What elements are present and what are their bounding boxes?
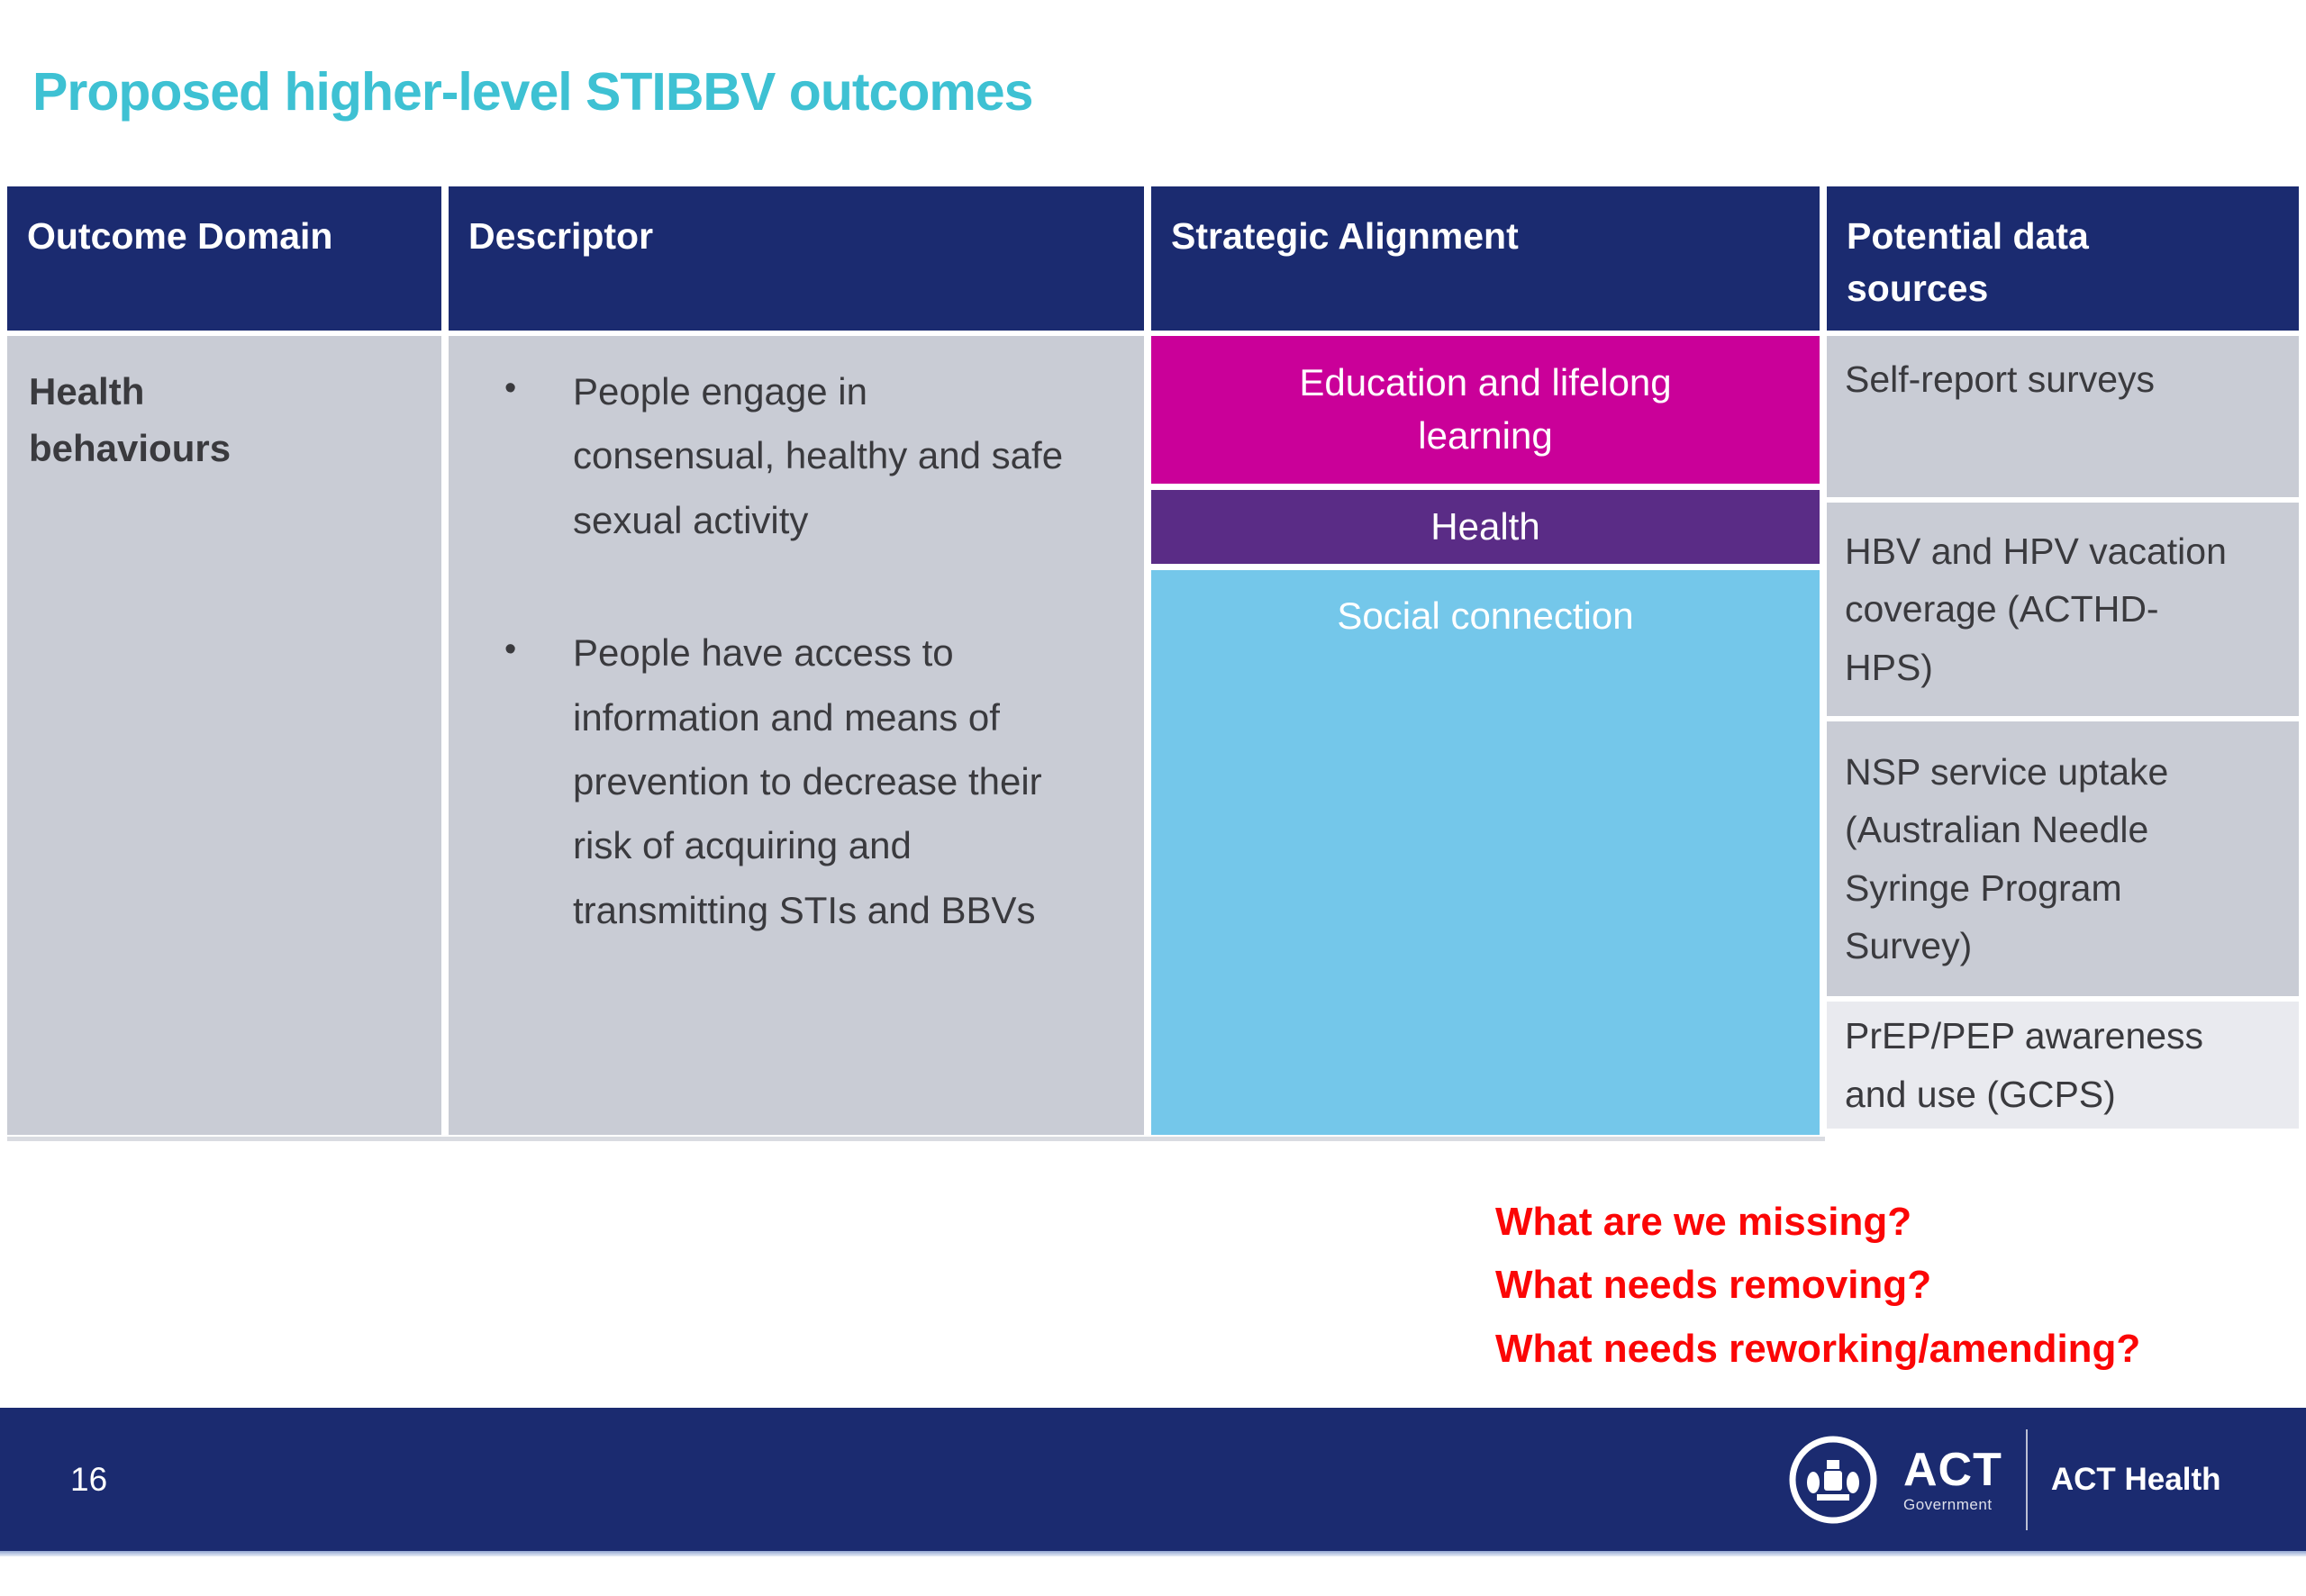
strategic-box-education: Education and lifelong learning (1151, 336, 1820, 484)
data-source-self-report-label: Self-report surveys (1845, 358, 2156, 400)
data-source-hbv-hpv: HBV and HPV vacation coverage (ACTHD-HPS… (1827, 503, 2299, 716)
table-bottom-border (7, 1137, 1825, 1141)
data-source-nsp: NSP service uptake (Australian Needle Sy… (1827, 721, 2299, 996)
header-outcome-domain-label: Outcome Domain (27, 215, 333, 257)
strategic-box-social-connection: Social connection (1151, 570, 1820, 1135)
outcomes-table: Outcome Domain Descriptor Strategic Alig… (7, 186, 2299, 1135)
act-coat-of-arms-icon (1789, 1436, 1877, 1523)
page-title: Proposed higher-level STIBBV outcomes (32, 61, 1033, 122)
logo-divider (2025, 1428, 2028, 1530)
outcome-domain-value: Health behaviours (29, 370, 232, 469)
data-source-nsp-label: NSP service uptake (Australian Needle Sy… (1845, 750, 2169, 966)
header-descriptor-label: Descriptor (468, 215, 654, 257)
act-wordmark: ACT Government (1903, 1446, 2002, 1512)
act-wordmark-act: ACT (1903, 1444, 2002, 1496)
question-line-1: What are we missing? (1495, 1200, 1912, 1244)
question-line-3: What needs reworking/amending? (1495, 1326, 2141, 1371)
header-outcome-domain: Outcome Domain (7, 186, 441, 331)
footer-accent-line (0, 1551, 2306, 1556)
discussion-questions: What are we missing? What needs removing… (1495, 1191, 2140, 1381)
data-source-hbv-hpv-label: HBV and HPV vacation coverage (ACTHD-HPS… (1845, 530, 2227, 688)
act-government-logo: ACT Government ACT Health (1786, 1408, 2221, 1551)
header-potential-data-sources: Potential data sources (1827, 186, 2299, 331)
header-strategic-alignment: Strategic Alignment (1151, 186, 1820, 331)
data-source-prep-pep: PrEP/PEP awareness and use (GCPS) (1827, 1002, 2299, 1129)
header-potential-data-sources-label: Potential data sources (1847, 215, 2089, 310)
strategic-box-education-label: Education and lifelong learning (1299, 361, 1672, 457)
cell-outcome-domain: Health behaviours (7, 336, 441, 1135)
act-wordmark-government: Government (1903, 1496, 1993, 1513)
cell-descriptor: People engage in consensual, healthy and… (449, 336, 1144, 1135)
strategic-box-health-label: Health (1430, 504, 1540, 548)
descriptor-bullet-2: People have access to information and me… (503, 621, 1064, 942)
descriptor-bullet-1: People engage in consensual, healthy and… (503, 359, 1064, 552)
footer-bar: 16 ACT Government ACT Health (0, 1408, 2306, 1551)
act-health-label: ACT Health (2050, 1461, 2221, 1497)
data-source-self-report: Self-report surveys (1827, 336, 2299, 497)
page-number: 16 (70, 1460, 108, 1498)
header-descriptor: Descriptor (449, 186, 1144, 331)
data-source-prep-pep-label: PrEP/PEP awareness and use (GCPS) (1845, 1015, 2204, 1115)
cell-data-sources: Self-report surveys HBV and HPV vacation… (1827, 336, 2299, 1135)
cell-strategic-alignment: Education and lifelong learning Health S… (1151, 336, 1820, 1135)
strategic-box-social-connection-label: Social connection (1337, 594, 1634, 637)
strategic-box-health: Health (1151, 490, 1820, 564)
header-strategic-alignment-label: Strategic Alignment (1171, 215, 1519, 257)
question-line-2: What needs removing? (1495, 1263, 1932, 1308)
